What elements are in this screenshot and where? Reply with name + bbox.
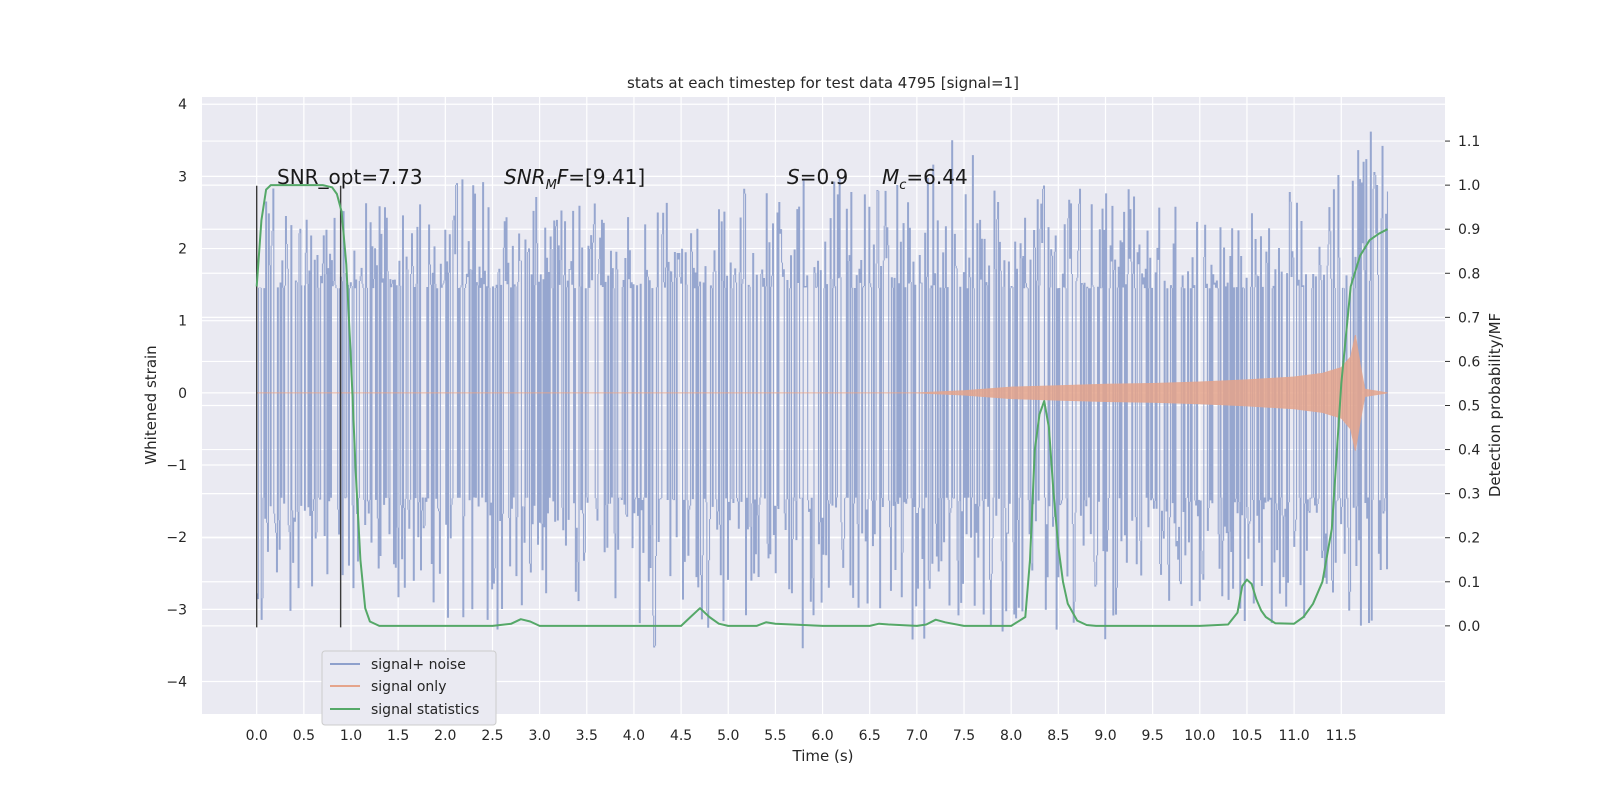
x-tick-label: 0.0: [246, 728, 268, 744]
s-annotation: S=0.9: [787, 165, 848, 189]
x-tick-label: 10.0: [1184, 728, 1215, 744]
right-tick-label: 0.7: [1458, 310, 1480, 326]
x-tick-label: 8.0: [1000, 728, 1022, 744]
y-tick-label: 4: [178, 97, 187, 113]
x-tick-label: 7.0: [906, 728, 928, 744]
legend-label-noise: signal+ noise: [371, 657, 466, 673]
signal-statistics-series: [255, 184, 1388, 627]
legend: signal+ noise signal only signal statist…: [321, 650, 497, 726]
y-tick-label: −1: [166, 458, 187, 474]
x-tick-label: 8.5: [1047, 728, 1069, 744]
right-tick-label: 0.5: [1458, 399, 1480, 415]
y-tick-label: −3: [166, 602, 187, 618]
snr-opt-annotation: SNR_opt=7.73: [277, 165, 423, 189]
x-tick-label: 11.5: [1326, 728, 1357, 744]
x-tick-label: 11.0: [1279, 728, 1310, 744]
right-tick-label: 0.3: [1458, 487, 1480, 503]
y-tick-label: 0: [178, 386, 187, 402]
x-tick-label: 1.5: [387, 728, 409, 744]
snr-mf-annotation: SNRMF=[9.41]: [504, 165, 645, 193]
x-tick-label: 10.5: [1231, 728, 1262, 744]
right-tick-label: 0.0: [1458, 619, 1480, 635]
legend-box: [321, 650, 497, 726]
x-tick-label: 2.5: [481, 728, 503, 744]
x-tick-label: 2.0: [434, 728, 456, 744]
right-axis-label: Detection probability/MF: [1486, 313, 1504, 497]
x-tick-label: 6.0: [811, 728, 833, 744]
right-axis-ticks: 1.1 1.0 0.9 0.8 0.7 0.6 0.5 0.4 0.3 0.2 0.1 0.0: [1445, 134, 1480, 635]
y-tick-label: −2: [166, 530, 187, 546]
y-axis-label: Whitened strain: [142, 345, 160, 464]
right-tick-label: 1.0: [1458, 178, 1480, 194]
legend-label-stats: signal statistics: [371, 702, 479, 718]
x-tick-label: 3.5: [576, 728, 598, 744]
y-axis-ticks: 4 3 2 1 0 −1 −2 −3 −4: [166, 97, 187, 690]
signal-only-series: [256, 334, 1388, 451]
right-tick-label: 0.8: [1458, 266, 1480, 282]
y-tick-label: 1: [178, 314, 187, 330]
legend-label-signal: signal only: [371, 679, 446, 695]
right-tick-label: 0.9: [1458, 222, 1480, 238]
x-tick-label: 4.0: [623, 728, 645, 744]
right-tick-label: 0.4: [1458, 443, 1480, 459]
right-tick-label: 1.1: [1458, 134, 1480, 150]
right-tick-label: 0.1: [1458, 575, 1480, 591]
x-tick-label: 6.5: [859, 728, 881, 744]
x-tick-label: 5.5: [764, 728, 786, 744]
y-tick-label: 2: [178, 242, 187, 258]
x-axis-ticks: 0.0 0.5 1.0 1.5 2.0 2.5 3.0 3.5 4.0 4.5 5.0 5.5 6.0 6…: [246, 728, 1357, 744]
x-tick-label: 1.0: [340, 728, 362, 744]
x-tick-label: 9.5: [1142, 728, 1164, 744]
x-axis-label: Time (s): [792, 747, 854, 765]
x-tick-label: 9.0: [1094, 728, 1116, 744]
x-tick-label: 5.0: [717, 728, 739, 744]
x-tick-label: 7.5: [953, 728, 975, 744]
mc-annotation: Mc=6.44: [882, 165, 968, 193]
x-tick-label: 0.5: [293, 728, 315, 744]
vertical-markers: [255, 185, 342, 628]
x-tick-label: 4.5: [670, 728, 692, 744]
stats-line: [255, 184, 1388, 627]
y-tick-label: −4: [166, 675, 187, 691]
right-tick-label: 0.6: [1458, 354, 1480, 370]
x-tick-label: 3.0: [528, 728, 550, 744]
chart-title: stats at each timestep for test data 479…: [627, 74, 1019, 92]
y-tick-label: 3: [178, 169, 187, 185]
signal-envelope: [256, 334, 1388, 451]
right-tick-label: 0.2: [1458, 531, 1480, 547]
